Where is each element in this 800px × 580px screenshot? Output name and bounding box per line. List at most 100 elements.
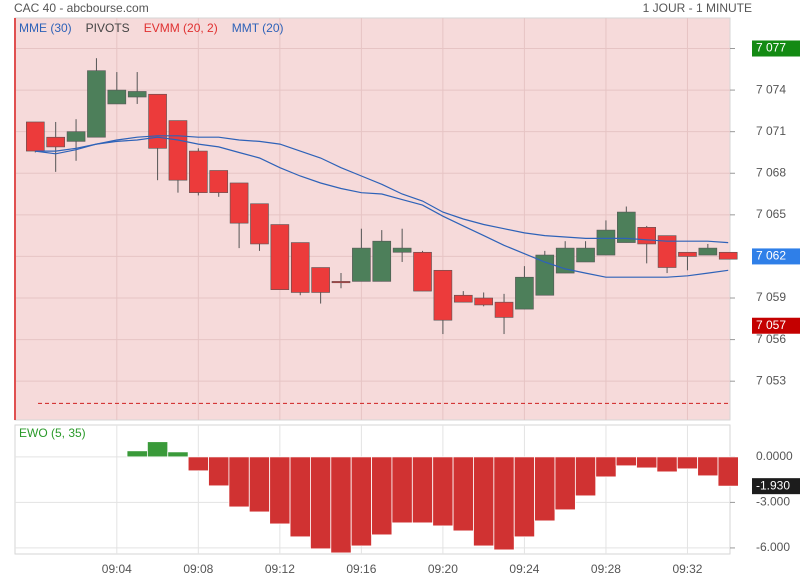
ewo-bar [676, 456, 699, 470]
y-tick-label: -6.000 [756, 540, 790, 554]
candle-body [718, 251, 738, 260]
ewo-bar [269, 456, 291, 525]
ewo-bar [126, 450, 148, 458]
candle-body [290, 242, 310, 293]
average-line [35, 135, 729, 244]
x-tick-label: 09:12 [265, 562, 295, 576]
price-badge [752, 317, 800, 334]
timeframe: 1 JOUR - 1 MINUTE [643, 1, 752, 15]
y-tick-label: 7 074 [756, 82, 786, 96]
candle-body [270, 224, 290, 290]
x-tick-label: 09:24 [509, 562, 539, 576]
y-tick-label: 7 053 [756, 373, 786, 387]
x-tick-label: 09:32 [672, 562, 702, 576]
ewo-bar [208, 456, 230, 487]
ewo-bar [473, 456, 495, 547]
candle-body [87, 70, 106, 138]
ewo-bar [391, 456, 413, 524]
price-badge [752, 248, 800, 265]
candle-body [46, 136, 65, 148]
ewo-bar [187, 456, 209, 472]
ewo-bar [656, 456, 678, 473]
candle-body [25, 121, 45, 152]
ewo-bar [574, 456, 597, 497]
price-badge-label: 7 077 [756, 41, 786, 55]
ewo-bar [289, 456, 311, 538]
legend-entry: MME (30) [19, 21, 72, 35]
x-tick-label: 09:28 [591, 562, 621, 576]
ewo-bar [513, 456, 536, 538]
ewo-bar [248, 456, 271, 513]
candle-body [66, 131, 86, 142]
ewo-bar [330, 456, 352, 554]
candle-body [311, 267, 330, 293]
ewo-bar [615, 456, 637, 467]
ewo-bar [310, 456, 332, 550]
candle-body [596, 229, 616, 256]
candle-body [413, 251, 432, 292]
y-tick-label: 7 068 [756, 165, 786, 179]
x-tick-label: 09:16 [346, 562, 376, 576]
y-tick-label: 7 071 [756, 124, 786, 138]
legend-entry: EVMM (20, 2) [144, 21, 218, 35]
candle-body [698, 247, 718, 256]
price-badge-label: 7 057 [756, 318, 786, 332]
price-badge-label: -1.930 [756, 478, 790, 492]
y-tick-label: 7 059 [756, 290, 786, 304]
candle-body [352, 247, 371, 282]
legend-entry: MMT (20) [232, 21, 284, 35]
price-badge-label: 7 062 [756, 249, 786, 263]
candle-body [474, 297, 493, 306]
candle-body [433, 269, 453, 321]
ewo-bar [595, 456, 617, 478]
x-tick-label: 09:04 [102, 562, 132, 576]
x-tick-label: 09:08 [183, 562, 213, 576]
page-title: CAC 40 - abcbourse.com [14, 1, 149, 15]
candle-body [678, 251, 697, 257]
ewo-bar [228, 456, 250, 508]
candle-body [494, 301, 514, 318]
candle-body [250, 203, 269, 245]
y-tick-label: 7 065 [756, 207, 786, 221]
x-tick-label: 09:20 [428, 562, 458, 576]
candle-body [148, 93, 167, 149]
price-badge [752, 40, 800, 57]
y-tick-label: 0.0000 [756, 449, 793, 463]
candle-body [168, 120, 188, 181]
ewo-bar [371, 456, 393, 536]
ewo-bar [534, 456, 556, 522]
ewo-bar [452, 456, 474, 532]
ewo-bar [350, 456, 372, 547]
candle-body [515, 276, 534, 310]
candle-body [189, 150, 208, 193]
legend-entry: PIVOTS [86, 21, 130, 35]
y-tick-label: 7 056 [756, 332, 786, 346]
panel-background [14, 17, 731, 421]
ewo-bar [636, 456, 658, 469]
candle-body [331, 281, 351, 284]
candle-body [209, 170, 229, 193]
ewo-bar [167, 451, 189, 458]
ewo-bar [717, 456, 739, 487]
candle-body [453, 294, 473, 303]
candle-body [127, 91, 147, 98]
candle-body [637, 227, 657, 245]
candle-body [576, 247, 595, 263]
ewo-bar [432, 456, 454, 527]
candle-body [372, 240, 392, 282]
candle-body [392, 247, 412, 253]
ewo-bar [146, 441, 169, 458]
average-line [35, 136, 729, 278]
y-tick-label: -3.000 [756, 495, 790, 509]
ewo-bar [411, 456, 434, 524]
candle-body [229, 182, 249, 224]
candle-body [617, 211, 636, 243]
ewo-bar [493, 456, 515, 551]
candle-body [657, 235, 677, 268]
candle-body [535, 254, 555, 296]
ewo-bar [554, 456, 576, 511]
panel-title: EWO (5, 35) [19, 426, 86, 440]
ewo-bar [697, 456, 719, 477]
price-badge [752, 478, 800, 495]
